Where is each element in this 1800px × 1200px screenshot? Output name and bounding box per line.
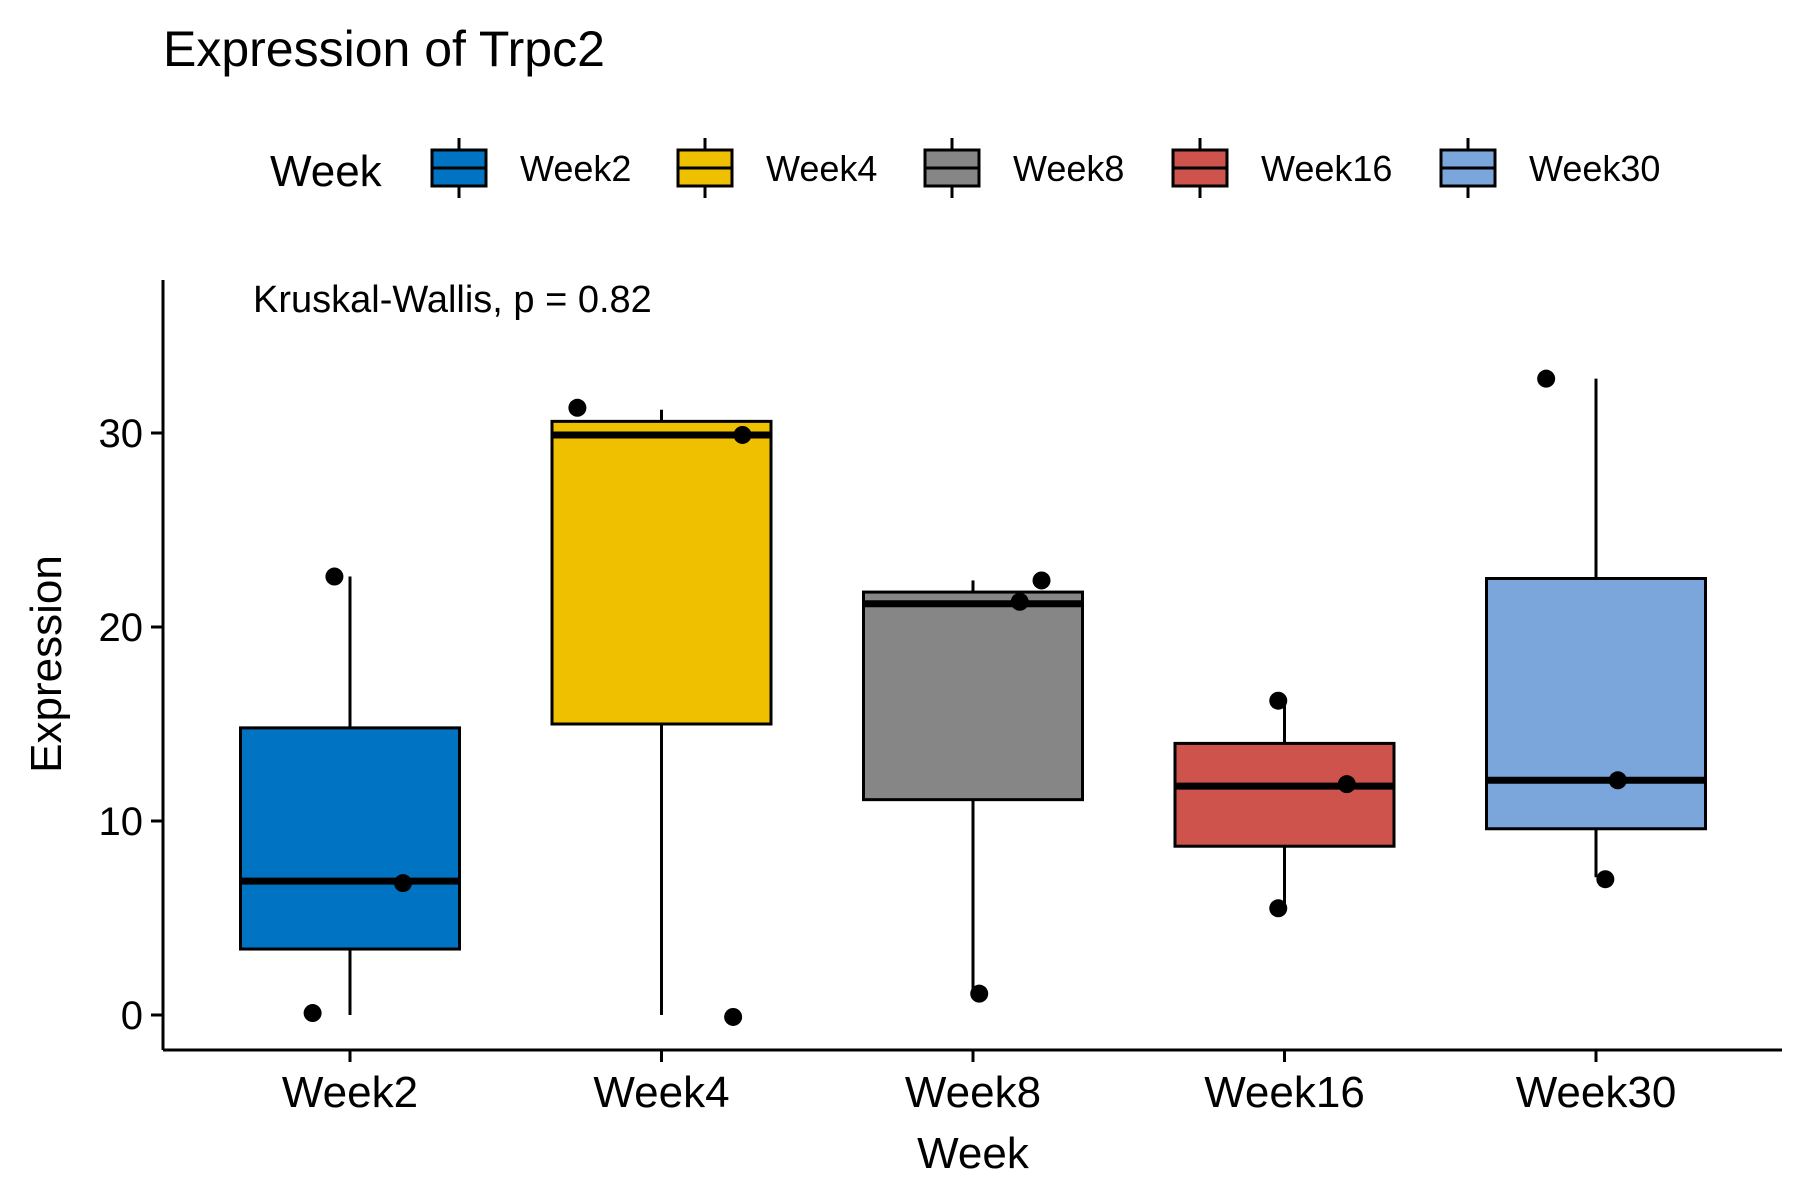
data-point <box>1269 899 1288 918</box>
legend: Week Week2 Week4 Week8 Week16 Week30 <box>270 138 1660 198</box>
data-points <box>303 369 1627 1026</box>
box-body <box>1485 577 1707 831</box>
stat-annotation: Kruskal-Wallis, p = 0.82 <box>253 279 652 321</box>
box-week2 <box>239 576 461 1015</box>
data-point <box>393 874 412 893</box>
data-point <box>970 984 989 1003</box>
x-axis-label: Week <box>917 1129 1030 1178</box>
data-point <box>724 1007 743 1026</box>
data-point <box>325 567 344 586</box>
data-point <box>1269 691 1288 710</box>
y-tick-label: 30 <box>99 412 144 456</box>
data-point <box>1608 771 1627 790</box>
x-tick-label: Week16 <box>1204 1068 1365 1117</box>
box-week8 <box>862 580 1084 994</box>
box-body <box>862 590 1084 802</box>
box-week4 <box>550 409 773 1015</box>
legend-label: Week30 <box>1529 148 1660 189</box>
data-point <box>303 1004 322 1023</box>
box-body <box>239 726 461 951</box>
legend-item-week8: Week8 <box>923 138 1124 198</box>
boxes <box>239 378 1707 1015</box>
data-point <box>568 398 587 417</box>
axes: 0 10 20 30 Week2 Week4 Week8 Week16 Week30 <box>99 280 1782 1117</box>
legend-label: Week4 <box>766 148 877 189</box>
legend-item-week30: Week30 <box>1439 138 1660 198</box>
data-point <box>733 425 752 444</box>
y-tick-label: 10 <box>99 800 144 844</box>
box-body <box>1173 741 1396 848</box>
y-tick-label: 0 <box>121 994 143 1038</box>
box-week16 <box>1173 700 1396 909</box>
legend-label: Week16 <box>1261 148 1392 189</box>
y-tick-label: 20 <box>99 606 144 650</box>
legend-item-week4: Week4 <box>676 138 877 198</box>
data-point <box>1596 870 1615 889</box>
legend-title: Week <box>270 147 383 196</box>
chart-title: Expression of Trpc2 <box>163 21 605 77</box>
data-point <box>1032 571 1051 590</box>
x-tick-label: Week2 <box>282 1068 418 1117</box>
legend-item-week2: Week2 <box>430 138 631 198</box>
x-tick-label: Week8 <box>905 1068 1041 1117</box>
x-tick-label: Week30 <box>1516 1068 1677 1117</box>
box-body <box>550 419 773 726</box>
y-axis-label: Expression <box>22 555 71 773</box>
x-tick-label: Week4 <box>593 1068 729 1117</box>
data-point <box>1537 369 1556 388</box>
legend-label: Week8 <box>1013 148 1124 189</box>
data-point <box>1337 775 1356 794</box>
box-week30 <box>1485 378 1707 878</box>
legend-item-week16: Week16 <box>1171 138 1392 198</box>
legend-label: Week2 <box>520 148 631 189</box>
data-point <box>1010 592 1029 611</box>
